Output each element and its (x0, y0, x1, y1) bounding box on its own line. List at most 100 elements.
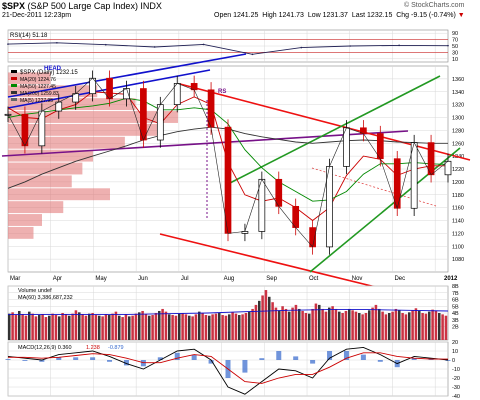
volume-bar (261, 295, 264, 340)
volume-bar (358, 313, 361, 340)
price-legend-entry: MA(50) 1227.45 (20, 84, 56, 90)
price-axis-tick-label: 1080 (452, 257, 464, 263)
trendline-red-lower (159, 233, 409, 296)
price-legend-swatch (11, 84, 17, 87)
volume-bar (18, 310, 21, 340)
macd-axis-tick-label: -40 (452, 394, 460, 400)
price-axis-tick-label: 1140 (452, 219, 464, 225)
volume-bar (198, 311, 201, 340)
macd-histogram-bar (191, 354, 197, 360)
volume-legend-entry: MA(60) 3,386,687,232 (18, 295, 73, 301)
trendline-green-upper (227, 75, 441, 185)
volume-bar (211, 314, 214, 340)
volume-bar (404, 314, 408, 340)
volume-bar (108, 315, 111, 340)
volume-bar (408, 312, 411, 340)
volume-bar (251, 308, 254, 340)
volume-bar (144, 314, 148, 340)
price-x-tick-label: 2012 (444, 276, 458, 282)
volume-bar (328, 307, 331, 340)
volume-axis-tick-label: 8B (452, 284, 459, 290)
down-arrow-icon: ▼ (457, 12, 465, 19)
volume-bar (321, 308, 324, 340)
volume-bar (134, 313, 138, 340)
candle-body (343, 127, 350, 167)
volume-bar (41, 314, 44, 340)
volume-bar (48, 315, 51, 340)
price-legend-entry: $SPX (Daily) 1232.15 (20, 70, 78, 76)
symbol: $SPX (2, 1, 26, 11)
trendline-red-upper (179, 83, 471, 161)
price-axis-tick-label: 1180 (452, 193, 464, 199)
volume-bar (188, 315, 191, 340)
macd-histogram-bar (445, 360, 451, 361)
macd-histogram-bar (157, 357, 163, 360)
volume-bar (58, 316, 61, 340)
macd-legend-entry: 1.238 (86, 345, 100, 351)
volume-by-price-bar (8, 149, 93, 162)
price-x-tick-label: Oct (309, 276, 319, 282)
volume-bar (124, 314, 128, 340)
volume-legend-entry: Volume undef (18, 288, 52, 294)
open-value: 1241.25 (233, 12, 259, 19)
price-x-tick-label: Sep (266, 276, 277, 282)
volume-bar (268, 296, 271, 340)
volume-bar (28, 311, 31, 340)
price-x-tick-label: Mar (10, 276, 20, 282)
macd-histogram-bar (123, 360, 129, 366)
volume-bar (44, 317, 48, 340)
volume-bar (381, 311, 384, 340)
volume-bar (418, 310, 421, 340)
volume-bar (191, 316, 194, 340)
volume-bar (204, 315, 208, 340)
volume-bar (104, 314, 108, 340)
macd-histogram-bar (327, 351, 333, 360)
rsi-axis-tick-label: 70 (452, 38, 458, 44)
volume-bar (178, 313, 181, 340)
volume-bar (51, 313, 54, 340)
macd-legend-entry: MACD(12,26,9) 0.360 (18, 345, 72, 351)
price-axis-tick-label: 1260 (452, 141, 464, 147)
macd-histogram-bar (310, 360, 316, 364)
volume-by-price-bar (8, 188, 110, 201)
volume-bar (318, 304, 321, 340)
volume-bar (224, 315, 228, 340)
volume-bar (324, 311, 328, 340)
rsi-point (251, 53, 254, 56)
candle-body (140, 88, 147, 141)
volume-bar (91, 313, 94, 340)
volume-by-price-bar (8, 136, 125, 149)
macd-histogram-bar (259, 358, 265, 360)
volume-bar (294, 304, 298, 340)
volume-bar (21, 314, 24, 340)
macd-histogram-bar (411, 358, 417, 360)
volume-bar (171, 315, 174, 340)
trendline-purple-neckline (1, 130, 409, 157)
rsi-point (349, 45, 352, 47)
price-x-tick-label: Apr (53, 276, 62, 282)
rsi-axis-tick-label: 50 (452, 44, 458, 50)
volume-bar (8, 313, 11, 340)
volume-bar (11, 312, 14, 340)
volume-bar (424, 313, 428, 340)
volume-bar (244, 313, 248, 340)
candle-body (444, 160, 452, 176)
volume-ma60-line (8, 309, 449, 315)
volume-by-price-bar (8, 175, 72, 188)
annotation-head: HEAD (44, 66, 62, 72)
macd-histogram-bar (343, 351, 349, 360)
volume-bar (271, 302, 274, 340)
volume-bar (231, 312, 234, 340)
macd-histogram-bar (428, 359, 434, 360)
volume-bar (54, 315, 58, 340)
macd-histogram-bar (377, 360, 383, 362)
volume-bar (234, 313, 238, 340)
candle-body (156, 104, 164, 141)
volume-bar (24, 315, 28, 340)
volume-bar (141, 310, 144, 340)
rsi-point (202, 43, 205, 46)
volume-bar (308, 313, 311, 340)
volume-axis-tick-label: 5B (452, 304, 459, 310)
volume-bar (118, 315, 121, 340)
